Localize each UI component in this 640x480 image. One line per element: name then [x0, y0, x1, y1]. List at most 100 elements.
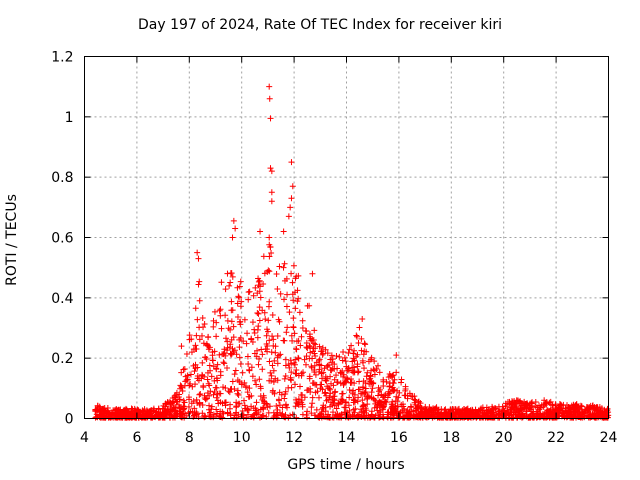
data-point	[226, 405, 233, 412]
data-point	[266, 241, 273, 248]
data-point	[201, 412, 208, 419]
data-point	[309, 270, 316, 277]
data-point	[269, 362, 276, 369]
x-tick-label: 4	[80, 430, 89, 446]
data-point	[322, 346, 329, 353]
data-point	[235, 391, 242, 398]
data-point	[342, 399, 349, 406]
data-point	[530, 412, 537, 419]
data-point	[233, 351, 240, 358]
data-point	[222, 286, 229, 293]
data-point	[262, 316, 269, 323]
data-point	[224, 270, 231, 277]
data-point	[295, 337, 302, 344]
data-point	[252, 377, 259, 384]
data-point	[359, 403, 366, 410]
data-point	[351, 399, 358, 406]
data-point	[311, 327, 318, 334]
data-point	[206, 362, 213, 369]
data-point	[354, 398, 361, 405]
data-point	[502, 402, 509, 409]
data-point	[299, 392, 306, 399]
data-point	[317, 381, 324, 388]
data-point	[270, 379, 277, 386]
data-point	[246, 385, 253, 392]
data-point	[372, 400, 379, 407]
data-point	[195, 255, 202, 262]
data-point	[390, 387, 397, 394]
data-point	[241, 316, 248, 323]
data-point	[287, 376, 294, 383]
data-point	[363, 348, 370, 355]
data-point	[249, 319, 256, 326]
data-point	[303, 361, 309, 368]
data-point	[267, 115, 274, 122]
data-point	[199, 315, 206, 322]
data-point	[285, 213, 292, 220]
data-point	[115, 406, 122, 413]
data-point	[255, 275, 262, 282]
data-point	[309, 348, 316, 355]
data-point	[362, 341, 369, 348]
data-point	[222, 352, 229, 359]
data-point	[399, 409, 406, 416]
data-point	[256, 376, 263, 383]
data-point	[210, 323, 217, 330]
data-point	[339, 399, 346, 406]
data-point	[341, 354, 348, 361]
data-point	[516, 400, 523, 407]
data-point	[414, 404, 421, 411]
data-point	[346, 346, 353, 353]
data-point	[489, 403, 496, 410]
data-point	[178, 343, 185, 350]
data-point	[517, 407, 524, 414]
data-point	[254, 290, 261, 297]
data-point	[370, 380, 377, 387]
data-point	[183, 377, 190, 384]
data-point	[437, 414, 444, 421]
plot-frame	[84, 56, 609, 419]
data-point	[307, 349, 314, 356]
data-point	[207, 411, 214, 418]
data-point	[196, 278, 203, 285]
data-point	[239, 369, 246, 376]
data-point	[204, 376, 211, 383]
data-point	[341, 404, 348, 411]
data-point	[155, 409, 162, 416]
data-point	[302, 328, 309, 335]
data-point	[236, 378, 243, 385]
data-point	[358, 347, 365, 354]
data-point	[481, 412, 488, 419]
data-point	[359, 384, 366, 391]
data-point	[253, 410, 260, 417]
data-point	[479, 404, 486, 411]
data-point	[322, 414, 329, 421]
data-point	[389, 410, 396, 417]
data-point	[236, 294, 243, 301]
data-point	[233, 404, 240, 411]
data-point	[280, 228, 287, 235]
data-point	[464, 414, 471, 421]
data-point	[360, 409, 367, 416]
data-point	[238, 298, 245, 305]
data-point	[406, 390, 413, 397]
data-point	[570, 414, 577, 421]
data-point	[308, 410, 315, 417]
data-point	[244, 353, 251, 360]
data-point	[354, 363, 361, 370]
data-point	[296, 383, 303, 390]
data-point	[232, 225, 239, 232]
data-point	[296, 309, 303, 316]
data-point	[412, 407, 419, 414]
data-point	[310, 380, 317, 387]
data-point	[322, 377, 329, 384]
data-point	[339, 390, 346, 397]
data-point	[282, 356, 289, 363]
data-point	[164, 406, 171, 413]
data-point	[295, 355, 302, 362]
data-point	[331, 393, 338, 400]
data-point	[284, 324, 291, 331]
data-point	[266, 403, 273, 410]
data-point	[303, 340, 310, 347]
data-point	[426, 407, 433, 414]
